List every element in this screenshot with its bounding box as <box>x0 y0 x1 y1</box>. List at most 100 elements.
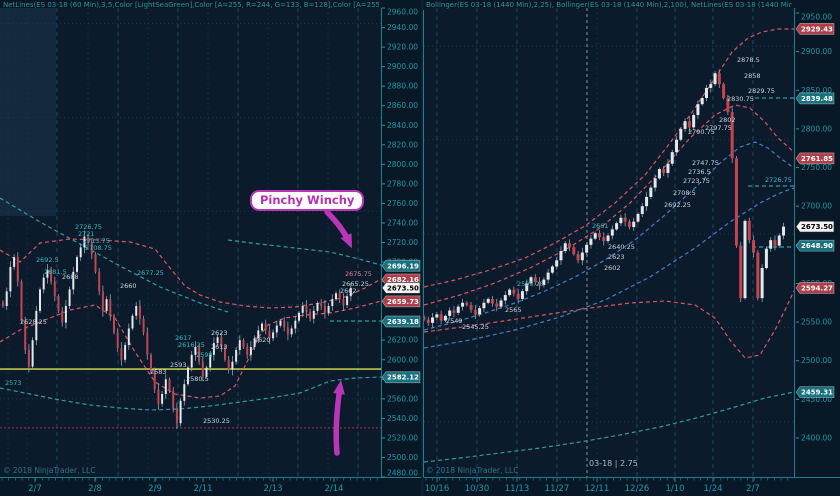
svg-text:2450.00: 2450.00 <box>801 395 832 404</box>
svg-text:2720.00: 2720.00 <box>387 238 418 247</box>
price-annotation: 2580.5 <box>186 375 209 383</box>
svg-text:2760.00: 2760.00 <box>387 199 418 208</box>
svg-text:10/16: 10/16 <box>425 484 450 494</box>
svg-text:11/13: 11/13 <box>505 484 530 494</box>
price-annotation: 2692.5 <box>36 256 59 264</box>
price-badge <box>381 282 421 294</box>
price-annotation: 2675.75 <box>345 270 372 278</box>
svg-text:2800.00: 2800.00 <box>801 124 832 133</box>
svg-text:2840.00: 2840.00 <box>387 121 418 130</box>
price-annotation: 2802 <box>719 116 736 124</box>
right-price-badges: 2929.43 2839.48 2761.85 2673.50 2648.90 2594.… <box>795 23 835 399</box>
price-annotation: 2598 <box>196 351 213 359</box>
price-annotation: 2602 <box>604 264 621 272</box>
svg-text:1/24: 1/24 <box>703 484 722 494</box>
left-time-axis[interactable]: 2/7 2/8 2/9 2/11 2/13 2/14 <box>28 478 344 494</box>
svg-text:11/27: 11/27 <box>545 484 570 494</box>
svg-text:2950.00: 2950.00 <box>801 13 832 22</box>
price-annotation: 2721 <box>78 230 95 238</box>
svg-text:2860.00: 2860.00 <box>387 101 418 110</box>
svg-text:2839.48: 2839.48 <box>801 95 833 103</box>
svg-text:2550.00: 2550.00 <box>801 318 832 327</box>
price-annotation: 2726.75 <box>765 176 792 184</box>
svg-text:2900.00: 2900.00 <box>801 47 832 56</box>
price-annotation: 2878.5 <box>737 56 760 64</box>
price-badge <box>795 239 835 252</box>
svg-text:2459.31: 2459.31 <box>801 389 833 397</box>
left-chart-indicator-header: NetLines(ES 03-18 (60 Min),3,5,Color [Li… <box>3 1 379 9</box>
price-annotation: 2662 <box>340 287 357 295</box>
price-annotation: 2617 <box>175 334 192 342</box>
price-annotation: 2677.25 <box>137 269 164 277</box>
price-annotation: 2613 <box>211 343 228 351</box>
svg-text:2500.00: 2500.00 <box>387 453 418 462</box>
price-annotation: 2660 <box>120 282 137 290</box>
svg-text:2540.00: 2540.00 <box>387 414 418 423</box>
svg-text:2520.00: 2520.00 <box>387 433 418 442</box>
right-candles <box>422 69 786 328</box>
pinchy-winchy-callout[interactable]: Pinchy Winchy <box>250 190 365 211</box>
svg-text:2659.73: 2659.73 <box>387 298 419 306</box>
price-annotation: 2830.75 <box>727 95 754 103</box>
svg-text:2648.90: 2648.90 <box>801 242 833 250</box>
price-annotation: 2736.5 <box>688 168 711 176</box>
price-annotation: 2858 <box>744 72 761 80</box>
price-badge <box>795 152 835 165</box>
svg-text:2639.18: 2639.18 <box>387 318 419 326</box>
price-annotation: 2530.25 <box>203 417 230 425</box>
svg-text:2/11: 2/11 <box>193 484 212 494</box>
price-badge <box>381 371 421 384</box>
svg-text:2560.00: 2560.00 <box>387 394 418 403</box>
price-annotation: 2583 <box>150 368 167 376</box>
price-annotation: 2549 <box>446 317 463 325</box>
svg-text:2620.00: 2620.00 <box>387 336 418 345</box>
svg-text:12/11: 12/11 <box>585 484 610 494</box>
price-annotation: 2708.75 <box>85 244 112 252</box>
svg-text:2594.27: 2594.27 <box>801 284 833 292</box>
right-time-axis[interactable]: 10/16 10/30 11/13 11/27 12/11 12/26 1/10 1/24 2/… <box>425 478 760 494</box>
price-annotation: 2565 <box>505 306 522 314</box>
annotation-arrows[interactable] <box>324 209 352 456</box>
price-annotation: 2593 <box>170 361 187 369</box>
left-price-axis[interactable]: 2960.00 2940.00 2920.00 2900.00 2880.00 2860.… <box>382 7 418 478</box>
svg-text:2696.19: 2696.19 <box>387 262 419 270</box>
svg-text:2582.12: 2582.12 <box>387 374 419 382</box>
svg-text:2/8: 2/8 <box>88 484 102 494</box>
svg-text:2940.00: 2940.00 <box>387 23 418 32</box>
svg-text:2900.00: 2900.00 <box>387 62 418 71</box>
price-annotation: 2747.75 <box>692 159 719 167</box>
price-annotation: 2688 <box>62 273 79 281</box>
svg-text:2920.00: 2920.00 <box>387 43 418 52</box>
svg-text:2673.50: 2673.50 <box>387 284 419 292</box>
price-annotation: 2681.5 <box>44 268 67 276</box>
contract-rollover-label: 03-18 | 2.75 <box>589 459 638 468</box>
svg-text:2929.43: 2929.43 <box>801 25 833 33</box>
price-annotation: 2616.25 <box>178 341 205 349</box>
svg-text:2820.00: 2820.00 <box>387 140 418 149</box>
svg-text:2/9: 2/9 <box>148 484 162 494</box>
price-annotation: 2713.75 <box>83 237 110 245</box>
price-badge <box>795 92 835 105</box>
svg-text:2/14: 2/14 <box>324 484 343 494</box>
svg-text:2/13: 2/13 <box>263 484 282 494</box>
svg-text:12/26: 12/26 <box>625 484 650 494</box>
svg-text:1/10: 1/10 <box>665 484 684 494</box>
price-annotation: 2790.75 <box>688 128 715 136</box>
price-annotation: 2573 <box>5 379 22 387</box>
copyright-right: © 2018 NinjaTrader, LLC <box>426 466 519 475</box>
price-annotation: 2726.75 <box>75 223 102 231</box>
svg-text:2780.00: 2780.00 <box>387 179 418 188</box>
price-badge <box>795 220 835 233</box>
svg-text:2740.00: 2740.00 <box>387 218 418 227</box>
svg-text:2/7: 2/7 <box>28 484 42 494</box>
svg-text:2700.00: 2700.00 <box>801 202 832 211</box>
price-badge <box>795 23 835 35</box>
svg-text:2850.00: 2850.00 <box>801 86 832 95</box>
price-annotation: 2623 <box>211 329 228 337</box>
svg-text:2880.00: 2880.00 <box>387 82 418 91</box>
price-badge <box>381 315 421 328</box>
